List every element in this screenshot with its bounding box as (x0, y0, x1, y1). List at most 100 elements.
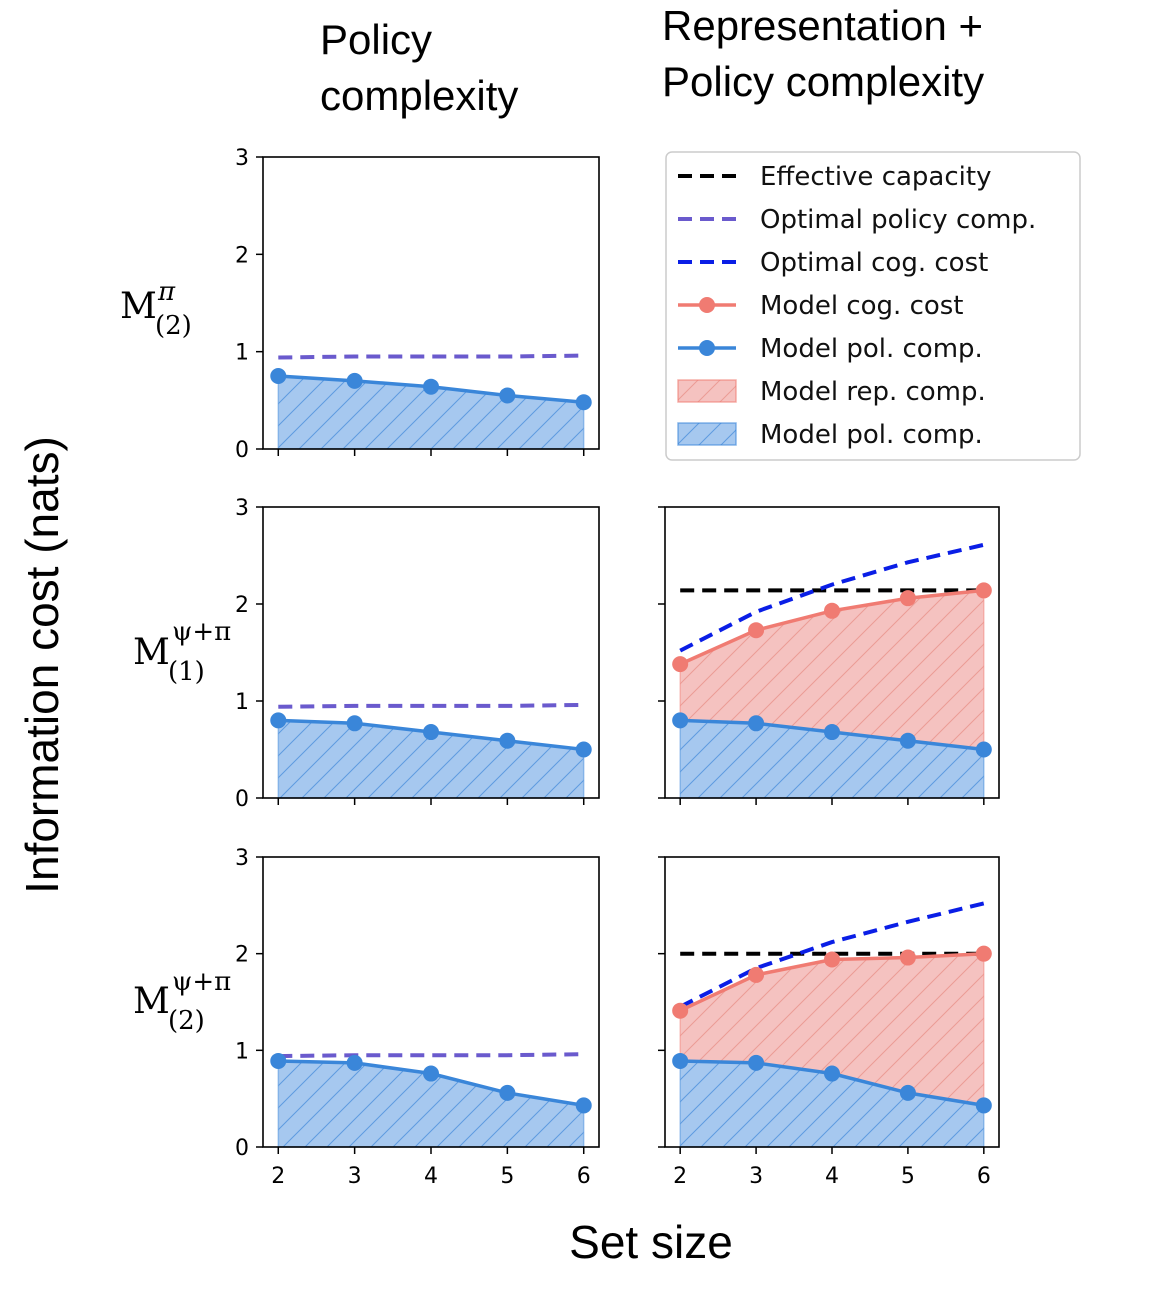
row-label-1-base: M (120, 286, 157, 327)
row-label-2-sup: ψ+π (172, 617, 231, 647)
legend-frame (665, 151, 1081, 461)
model-pol-point-5 (499, 1084, 516, 1101)
legend-item-3: Optimal cog. cost (678, 248, 988, 278)
panel-row2-left: 0 1 2 3 (235, 496, 600, 812)
y-tick-label-0: 0 (235, 438, 249, 463)
column-title-left-line2: complexity (320, 72, 518, 119)
svg-text:ψ+π: ψ+π (172, 617, 231, 647)
legend-item-6: Model rep. comp. (677, 377, 986, 407)
legend-swatch-marker (699, 297, 715, 313)
panels: 0 1 2 3 0 1 2 3 0 1 2 3 2 3 4 5 6 2 3 4 5 6 (235, 146, 1000, 1189)
model-pol-point-2 (270, 368, 287, 384)
y-tick-label-3: 3 (235, 146, 249, 171)
row-label-3: M ψ+π (2) (133, 967, 231, 1036)
y-tick-label-1: 1 (235, 690, 249, 715)
x-axis-title: Set size (569, 1216, 733, 1268)
legend-label: Effective capacity (760, 162, 991, 192)
model-pol-point-5 (899, 732, 916, 749)
model-cog-point-4 (824, 951, 840, 968)
x-tick-label-5: 5 (500, 1164, 514, 1189)
row-label-3-sub: (2) (168, 1006, 205, 1036)
panel-row1-left: 0 1 2 3 (235, 146, 600, 463)
legend-label: Model pol. comp. (760, 334, 983, 364)
row-label-1: M π (2) (120, 277, 192, 341)
model-pol-point-6 (975, 741, 992, 758)
model-pol-point-3 (346, 372, 363, 389)
legend-item-7: Model pol. comp. (677, 420, 983, 450)
y-axis-title: Information cost (nats) (16, 436, 68, 894)
legend-swatch-patch (677, 379, 737, 403)
legend-label: Model rep. comp. (760, 377, 986, 407)
panel-row3-left: 0 1 2 3 2 3 4 5 6 (235, 846, 600, 1189)
model-cog-point-4 (824, 602, 840, 619)
row-label-2: M ψ+π (1) (133, 617, 231, 687)
legend-label: Model cog. cost (760, 291, 964, 321)
model-pol-point-2 (270, 1052, 287, 1069)
legend-swatch-marker (699, 340, 715, 356)
row-label-1-sub: (2) (155, 311, 192, 341)
y-tick-label-2: 2 (235, 943, 249, 968)
optimal-policy-line (278, 702, 584, 709)
column-title-left-line1: Policy (320, 16, 432, 63)
optimal-cog-line (679, 542, 985, 653)
legend-label: Model pol. comp. (760, 420, 983, 450)
legend-label: Optimal cog. cost (760, 248, 988, 278)
y-tick-label-2: 2 (235, 593, 249, 618)
row-label-3-sup: ψ+π (172, 967, 231, 997)
model-pol-point-2 (672, 1052, 689, 1069)
y-tick-label-0: 0 (235, 1136, 249, 1161)
panel-row3-right: 2 3 4 5 6 (658, 856, 1000, 1189)
y-tick-label-1: 1 (235, 341, 249, 366)
svg-text:ψ+π: ψ+π (172, 967, 231, 997)
x-tick-label-2: 2 (673, 1164, 687, 1189)
legend-swatch-patch (677, 422, 737, 446)
svg-text:(1): (1) (168, 657, 205, 687)
optimal-policy-line (278, 1052, 584, 1059)
model-pol-point-6 (575, 1097, 592, 1114)
x-tick-label-4: 4 (825, 1164, 839, 1189)
model-pol-point-6 (975, 1097, 992, 1114)
legend-item-5: Model pol. comp. (678, 334, 983, 364)
svg-text:M: M (133, 981, 170, 1022)
y-tick-label-3: 3 (235, 846, 249, 871)
row-label-2-base: M (133, 632, 170, 673)
model-pol-point-6 (575, 741, 592, 758)
svg-text:(2): (2) (168, 1006, 205, 1036)
x-tick-label-3: 3 (348, 1164, 362, 1189)
model-pol-point-5 (499, 732, 516, 749)
column-title-right-line2: Policy complexity (662, 58, 984, 105)
model-pol-point-6 (575, 394, 592, 411)
optimal-cog-line (679, 901, 985, 1009)
model-cog-point-6 (975, 582, 992, 599)
panel-row2-right (658, 506, 1000, 805)
model-pol-point-3 (346, 1054, 363, 1071)
optimal-policy-line (278, 353, 584, 360)
model-cog-point-3 (748, 622, 765, 639)
model-pol-point-3 (748, 1054, 765, 1071)
legend-label: Optimal policy comp. (760, 205, 1036, 235)
y-tick-label-3: 3 (235, 496, 249, 521)
svg-text:π: π (157, 277, 176, 307)
row-label-1-sup: π (157, 277, 176, 307)
model-pol-point-4 (423, 724, 439, 741)
x-tick-label-4: 4 (424, 1164, 438, 1189)
model-cog-point-2 (672, 656, 689, 673)
model-pol-point-4 (423, 378, 439, 395)
svg-text:M: M (133, 632, 170, 673)
model-pol-point-5 (899, 1084, 916, 1101)
y-tick-label-0: 0 (235, 787, 249, 812)
model-cog-point-2 (672, 1002, 689, 1019)
x-tick-label-6: 6 (577, 1164, 591, 1189)
svg-text:(2): (2) (155, 311, 192, 341)
model-pol-point-3 (748, 715, 765, 732)
row-label-3-base: M (133, 981, 170, 1022)
x-tick-label-5: 5 (901, 1164, 915, 1189)
model-cog-point-6 (975, 945, 992, 962)
x-tick-label-2: 2 (271, 1164, 285, 1189)
x-tick-label-6: 6 (977, 1164, 991, 1189)
model-pol-point-3 (346, 715, 363, 732)
model-pol-point-4 (423, 1065, 439, 1082)
row-label-2-sub: (1) (168, 657, 205, 687)
model-pol-point-2 (270, 712, 287, 729)
